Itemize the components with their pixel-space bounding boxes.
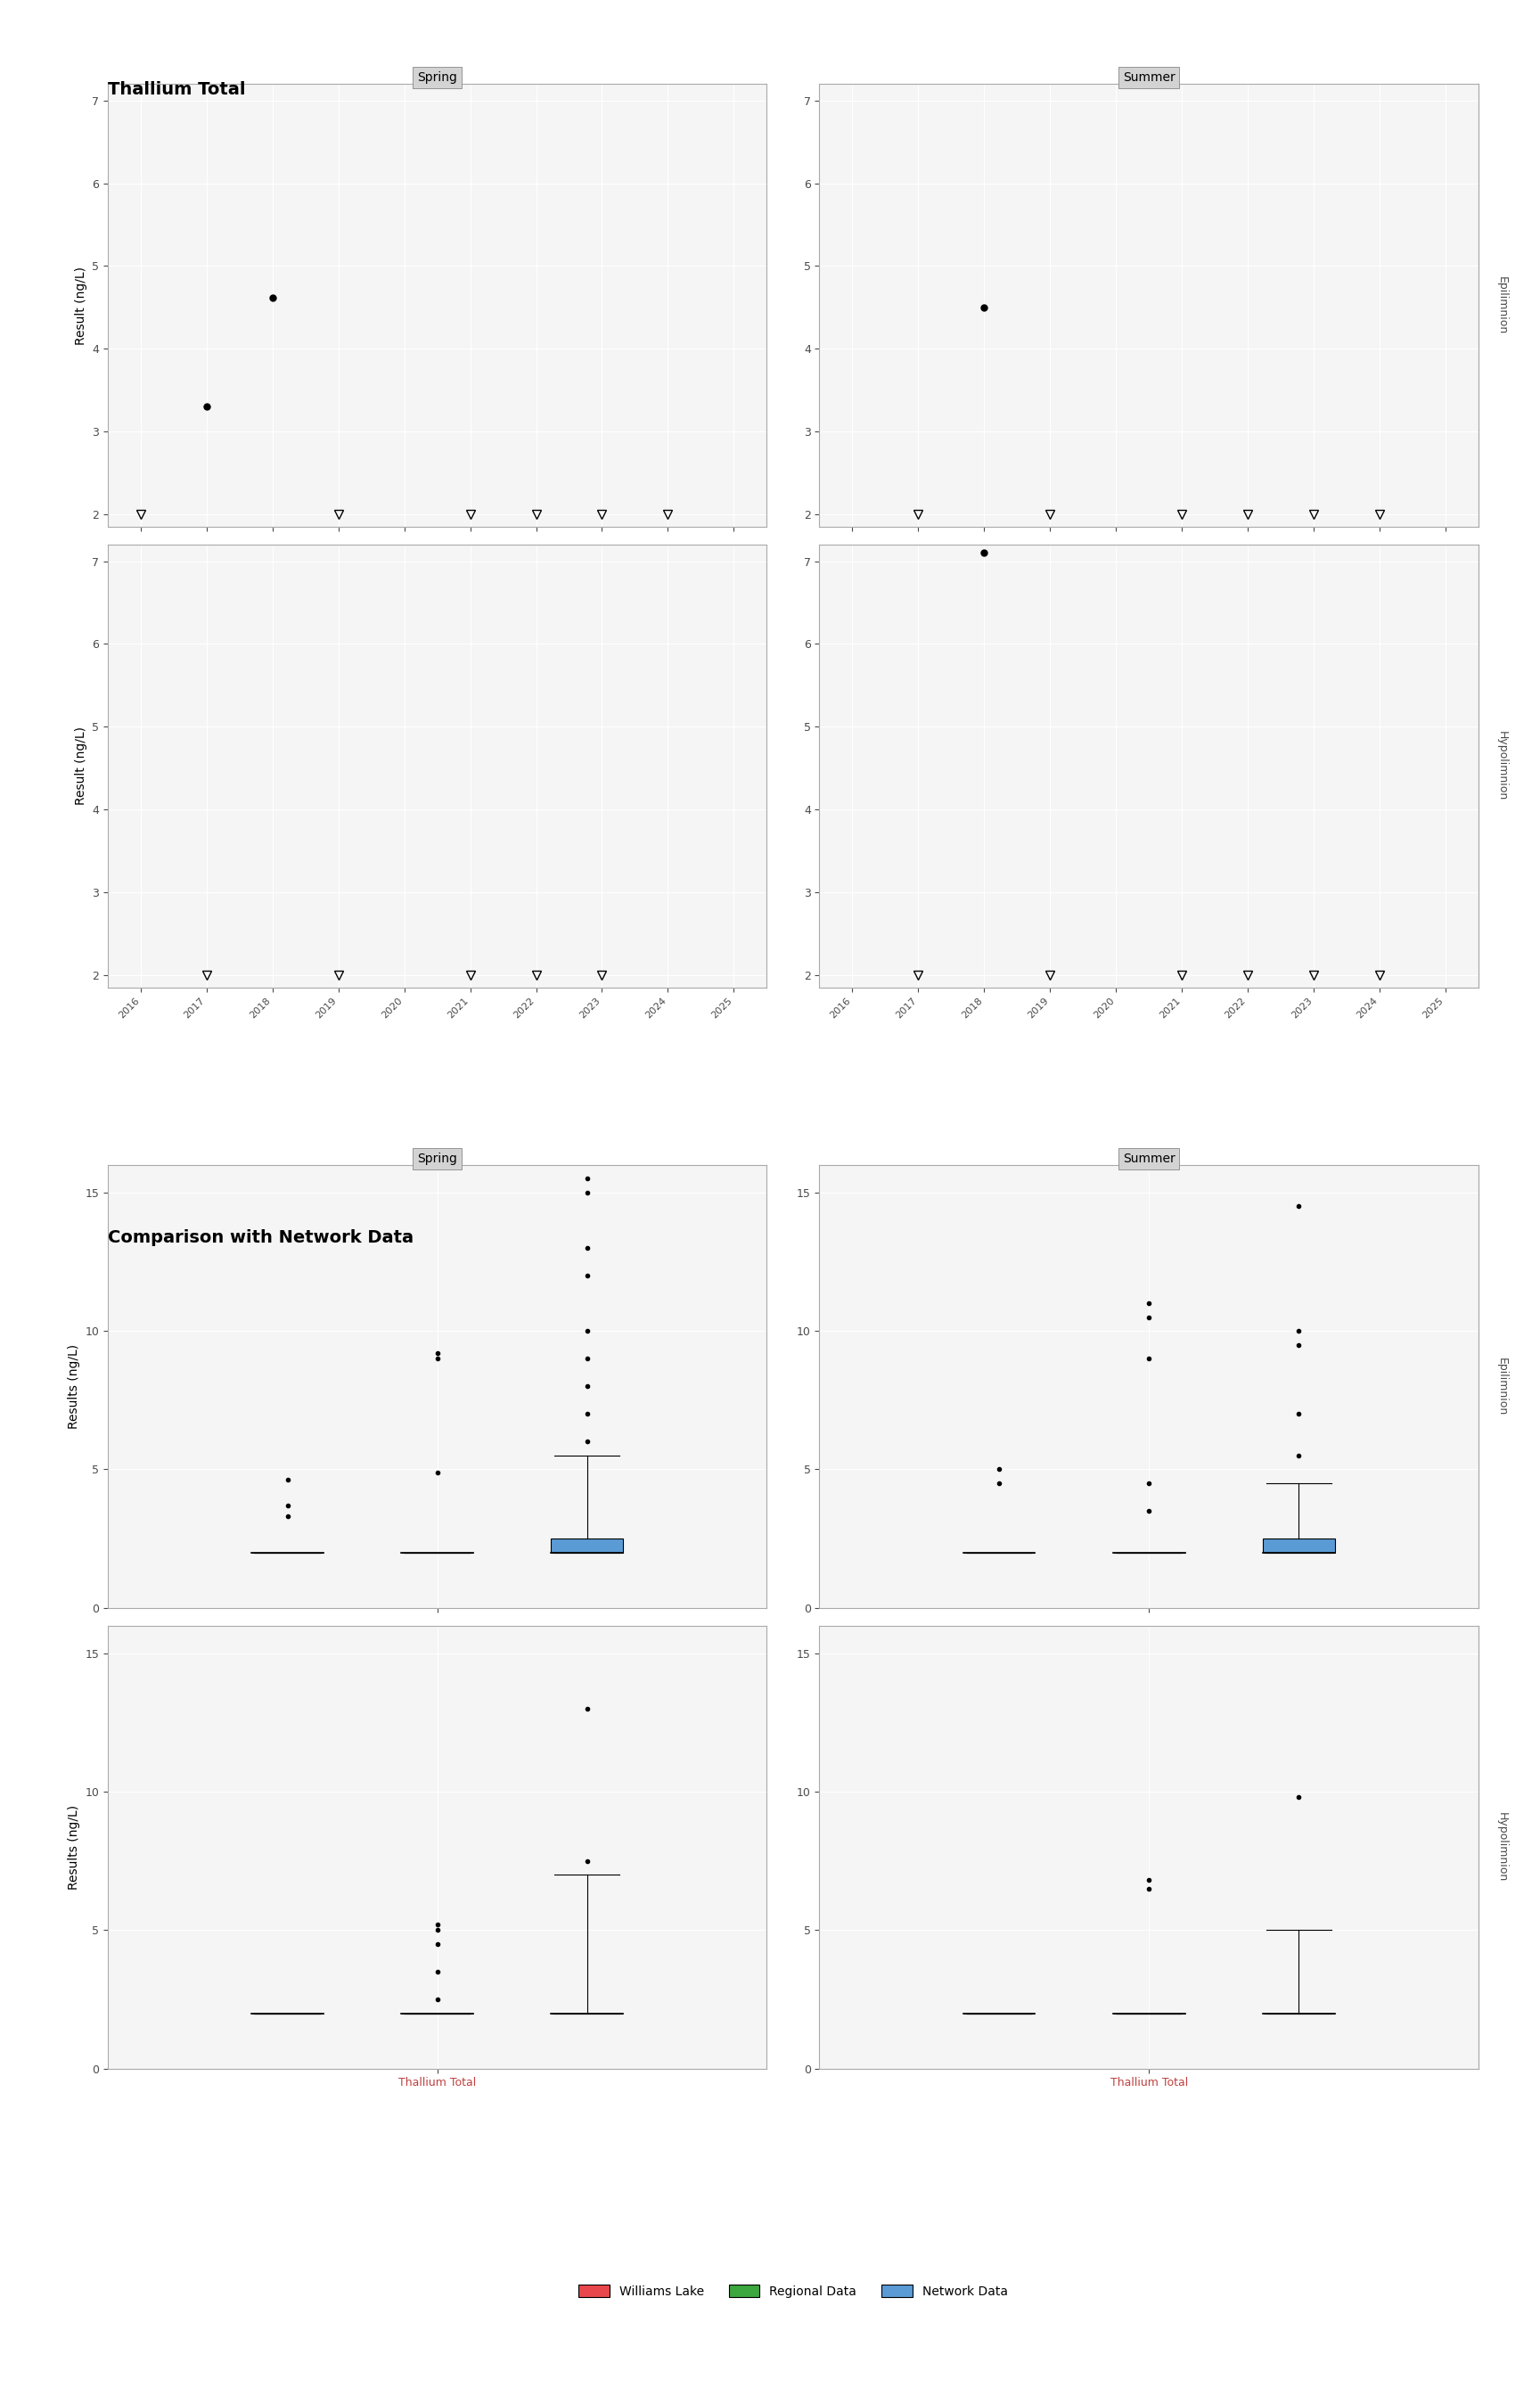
Y-axis label: Result (ng/L): Result (ng/L) xyxy=(74,726,88,805)
Title: Spring: Spring xyxy=(417,72,457,84)
Title: Summer: Summer xyxy=(1123,72,1175,84)
Y-axis label: Hypolimnion: Hypolimnion xyxy=(1495,731,1508,800)
Legend: Williams Lake, Regional Data, Network Data: Williams Lake, Regional Data, Network Da… xyxy=(573,2279,1013,2303)
Y-axis label: Epilimnion: Epilimnion xyxy=(1495,276,1508,335)
FancyBboxPatch shape xyxy=(551,1538,624,1553)
Y-axis label: Hypolimnion: Hypolimnion xyxy=(1495,1811,1508,1881)
Title: Spring: Spring xyxy=(417,1152,457,1164)
Y-axis label: Result (ng/L): Result (ng/L) xyxy=(74,266,88,345)
Y-axis label: Results (ng/L): Results (ng/L) xyxy=(68,1804,80,1890)
Text: Thallium Total: Thallium Total xyxy=(108,81,245,98)
Text: Comparison with Network Data: Comparison with Network Data xyxy=(108,1229,414,1246)
Title: Summer: Summer xyxy=(1123,1152,1175,1164)
Y-axis label: Results (ng/L): Results (ng/L) xyxy=(68,1344,80,1428)
FancyBboxPatch shape xyxy=(1263,1538,1335,1553)
Y-axis label: Epilimnion: Epilimnion xyxy=(1495,1356,1508,1416)
